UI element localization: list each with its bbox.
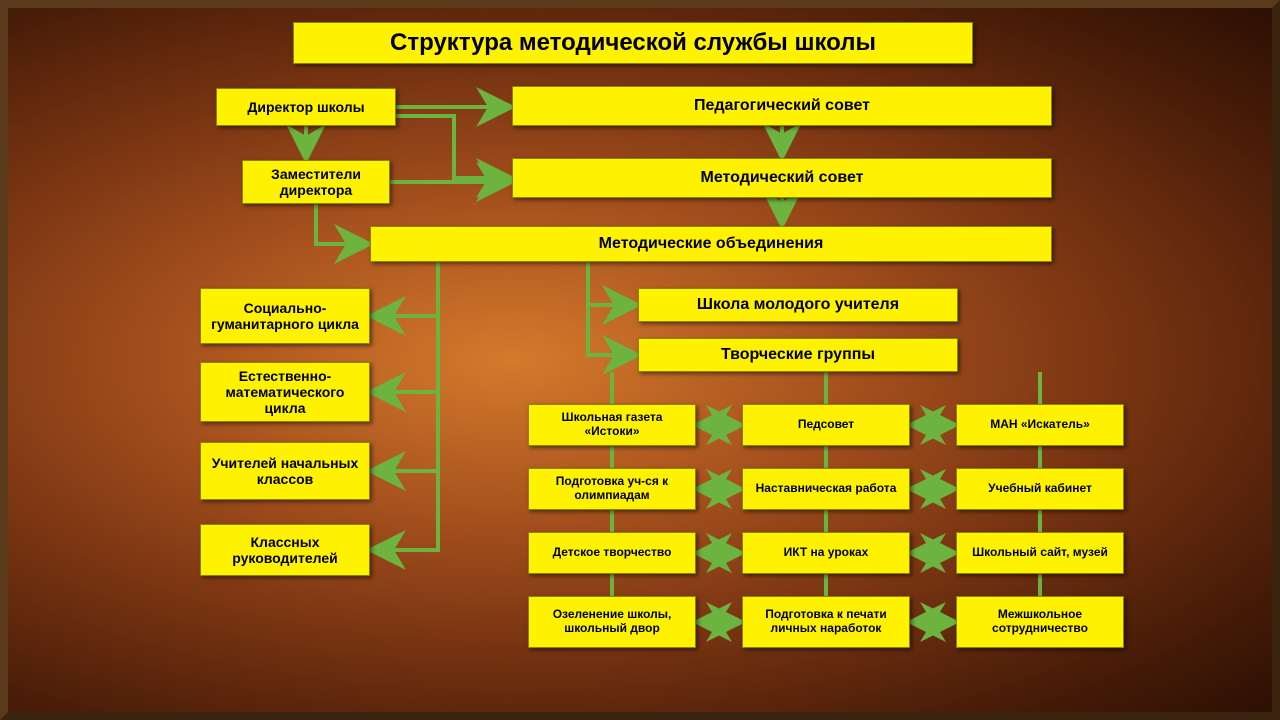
node-g31: Детское творчество xyxy=(528,532,696,574)
edge-met_obj-nach xyxy=(370,262,438,471)
node-g23: Учебный кабинет xyxy=(956,468,1124,510)
edge-met_obj-soc xyxy=(370,262,438,316)
edge-director-met_sovet xyxy=(396,116,512,178)
node-g33: Школьный сайт, музей xyxy=(956,532,1124,574)
node-g12: Педсовет xyxy=(742,404,910,446)
node-g22: Наставническая работа xyxy=(742,468,910,510)
node-zam: Заместители директора xyxy=(242,160,390,204)
node-g41: Озеленение школы, школьный двор xyxy=(528,596,696,648)
edge-zam-met_obj xyxy=(316,204,370,244)
node-nach: Учителей начальных классов xyxy=(200,442,370,500)
node-est: Естественно-математического цикла xyxy=(200,362,370,422)
node-g21: Подготовка уч-ся к олимпиадам xyxy=(528,468,696,510)
edge-met_obj-tvor xyxy=(588,262,638,355)
edge-met_obj-klass xyxy=(370,262,438,550)
edge-met_obj-young xyxy=(588,262,638,305)
node-title: Структура методической службы школы xyxy=(293,22,973,64)
node-g43: Межшкольное сотрудничество xyxy=(956,596,1124,648)
edge-met_obj-est xyxy=(370,262,438,392)
node-g11: Школьная газета «Истоки» xyxy=(528,404,696,446)
node-g13: МАН «Искатель» xyxy=(956,404,1124,446)
node-young: Школа молодого учителя xyxy=(638,288,958,322)
node-tvor: Творческие группы xyxy=(638,338,958,372)
node-ped: Педагогический совет xyxy=(512,86,1052,126)
node-klass: Классных руководителей xyxy=(200,524,370,576)
node-soc: Социально-гуманитарного цикла xyxy=(200,288,370,344)
node-g32: ИКТ на уроках xyxy=(742,532,910,574)
node-director: Директор школы xyxy=(216,88,396,126)
node-met_obj: Методические объединения xyxy=(370,226,1052,262)
node-g42: Подготовка к печати личных наработок xyxy=(742,596,910,648)
node-met_sovet: Методический совет xyxy=(512,158,1052,198)
